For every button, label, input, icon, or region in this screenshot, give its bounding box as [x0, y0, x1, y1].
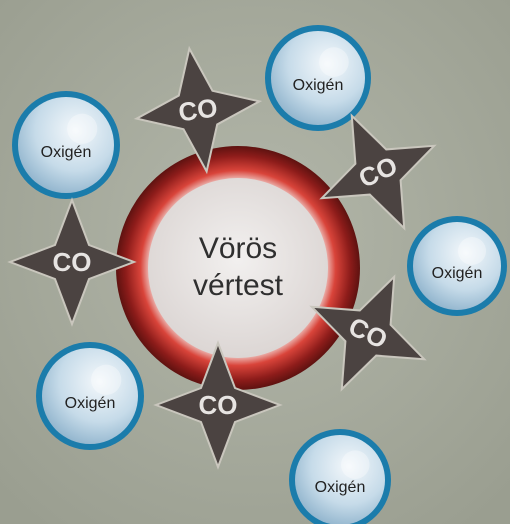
oxygen-highlight [458, 237, 486, 265]
oxygen-node: Oxigén [12, 91, 120, 199]
oxygen-highlight [67, 114, 97, 144]
oxygen-highlight [319, 47, 349, 77]
oxygen-node: Oxigén [407, 216, 507, 316]
center-label: vértest [193, 269, 284, 302]
oxygen-label: Oxigén [65, 395, 116, 412]
co-label: CO [199, 390, 238, 420]
oxygen-highlight [91, 365, 121, 395]
center-label: Vörös [199, 232, 277, 265]
oxygen-label: Oxigén [293, 77, 344, 94]
co-label: CO [53, 247, 92, 277]
oxygen-label: Oxigén [41, 144, 92, 161]
diagram: Vörös vértest Oxigén Oxigén Oxigén Oxigén Ox… [0, 0, 510, 524]
oxygen-label: Oxigén [315, 479, 366, 496]
oxygen-node: Oxigén [265, 25, 371, 131]
co-label: CO [177, 92, 220, 127]
oxygen-label: Oxigén [432, 265, 483, 282]
oxygen-node: Oxigén [36, 342, 144, 450]
oxygen-highlight [341, 450, 370, 479]
